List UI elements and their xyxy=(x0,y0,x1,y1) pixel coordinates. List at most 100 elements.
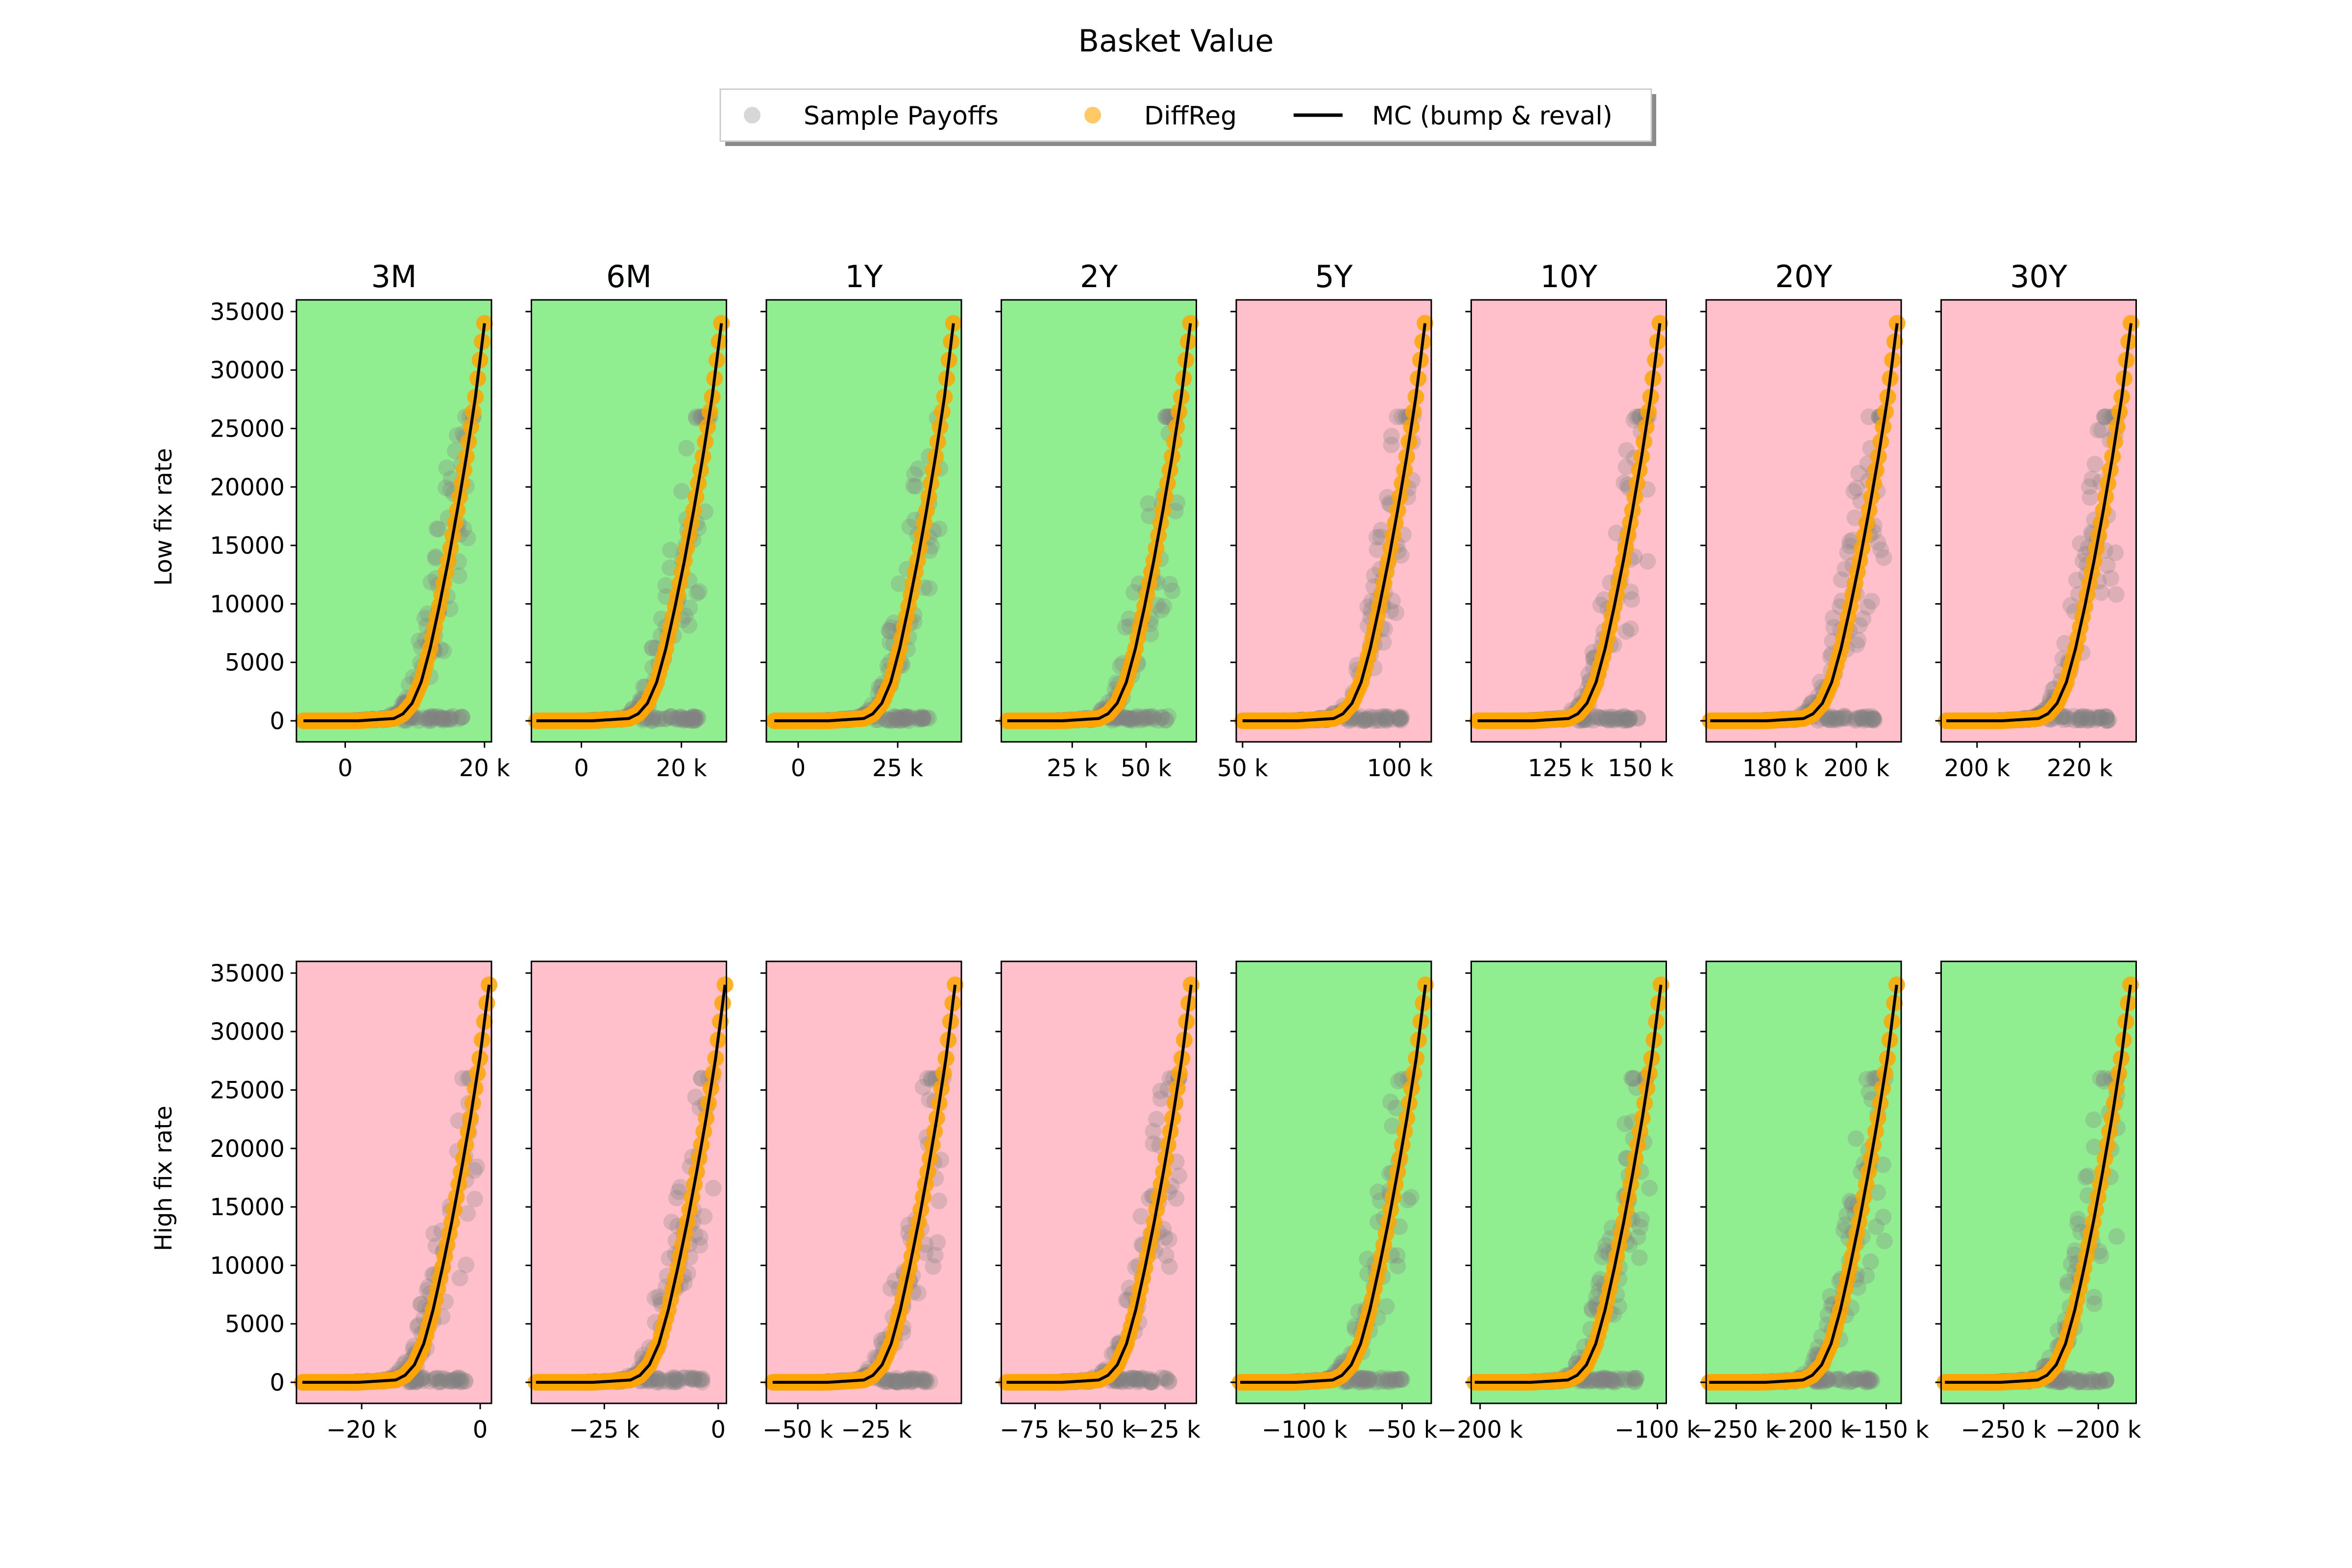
sample-payoff-point xyxy=(454,709,471,726)
legend-marker-diffreg xyxy=(1084,107,1101,123)
sample-payoff-point xyxy=(672,1178,689,1196)
sample-payoff-point xyxy=(1596,1371,1614,1388)
sample-payoff-point xyxy=(688,585,706,602)
x-tick-label: 20 k xyxy=(459,755,510,782)
sample-payoff-point xyxy=(1841,533,1859,550)
sample-payoff-point xyxy=(1617,458,1635,475)
sample-payoff-point xyxy=(880,1373,897,1390)
sample-payoff-point xyxy=(1373,708,1391,725)
sample-payoff-point xyxy=(410,712,427,729)
y-tick-label: 10000 xyxy=(210,590,285,618)
sample-payoff-point xyxy=(677,710,694,728)
figure-title: Basket Value xyxy=(1078,23,1274,59)
sample-payoff-point xyxy=(1357,1373,1374,1390)
sample-payoff-point xyxy=(663,1213,680,1230)
panel-frame xyxy=(295,299,492,743)
sample-payoff-point xyxy=(1122,710,1139,727)
sample-payoff-point xyxy=(1144,708,1161,725)
sample-payoff-point xyxy=(442,711,459,728)
x-tick-label: −250 k xyxy=(1693,1416,1779,1444)
sample-payoff-point xyxy=(459,1205,476,1222)
sample-payoff-point xyxy=(1389,1257,1406,1274)
mc-line xyxy=(1007,323,1192,722)
sample-payoff-point xyxy=(1359,1250,1376,1268)
y-tick-label: 0 xyxy=(270,1369,285,1396)
mc-line xyxy=(303,323,486,722)
sample-payoff-point xyxy=(886,1373,904,1391)
mc-line xyxy=(1477,323,1662,722)
sample-payoff-point xyxy=(1837,1216,1854,1233)
sample-payoff-point xyxy=(918,710,935,727)
sample-payoff-point xyxy=(427,709,444,726)
sample-payoff-point xyxy=(919,1070,936,1087)
sample-payoff-point xyxy=(649,1370,666,1387)
sample-payoff-point xyxy=(651,710,668,728)
sample-payoff-point xyxy=(905,477,922,494)
sample-payoff-point xyxy=(1391,710,1408,727)
sample-payoff-point xyxy=(897,710,914,727)
sample-payoff-point xyxy=(1856,1372,1873,1389)
sample-payoff-point xyxy=(466,1162,483,1179)
sample-payoff-point xyxy=(416,709,433,726)
panel-frame xyxy=(1235,299,1432,743)
sample-payoff-point xyxy=(1624,1070,1642,1087)
legend-marker-sample-payoffs xyxy=(744,107,760,123)
sample-payoff-point xyxy=(457,1373,474,1390)
sample-payoff-point xyxy=(1156,1229,1173,1246)
sample-payoff-point xyxy=(1833,1372,1850,1389)
sample-payoff-point xyxy=(2107,586,2125,603)
column-title: 6M xyxy=(606,259,652,294)
sample-payoff-point xyxy=(1393,710,1410,727)
sample-payoff-point xyxy=(2092,709,2109,726)
sample-payoff-point xyxy=(1597,1237,1615,1254)
sample-payoff-point xyxy=(1832,710,1849,727)
sample-payoff-point xyxy=(1823,708,1840,725)
sample-payoff-point xyxy=(1128,708,1146,725)
sample-payoff-point xyxy=(1627,1370,1644,1387)
x-tick-label: −50 k xyxy=(762,1416,833,1444)
sample-payoff-point xyxy=(1597,1370,1615,1387)
sample-payoff-point xyxy=(425,1225,442,1242)
sample-payoff-point xyxy=(684,712,701,729)
sample-payoff-point xyxy=(2098,709,2115,726)
sample-payoff-point xyxy=(910,460,927,477)
sample-payoff-point xyxy=(1372,528,1389,545)
panel-frame xyxy=(1705,960,1902,1404)
sample-payoff-point xyxy=(1121,711,1138,729)
sample-payoff-point xyxy=(648,1373,665,1391)
sample-payoff-point xyxy=(1375,709,1392,726)
sample-payoff-point xyxy=(2085,1138,2103,1155)
sample-payoff-point xyxy=(1368,529,1385,546)
sample-payoff-point xyxy=(1117,619,1134,636)
sample-payoff-point xyxy=(650,1370,667,1387)
sample-payoff-point xyxy=(2066,711,2083,729)
sample-payoff-point xyxy=(2069,1372,2086,1389)
sample-payoff-point xyxy=(1381,1373,1398,1391)
sample-payoff-point xyxy=(1145,1135,1162,1152)
sample-payoff-point xyxy=(686,1370,703,1387)
sample-payoff-point xyxy=(1606,1373,1623,1391)
sample-payoff-point xyxy=(1157,711,1175,729)
sample-payoff-point xyxy=(889,1373,906,1391)
sample-payoff-point xyxy=(918,1373,935,1390)
sample-payoff-point xyxy=(420,712,437,729)
sample-payoff-point xyxy=(915,710,932,727)
sample-payoff-point xyxy=(1617,623,1635,640)
sample-payoff-point xyxy=(433,709,450,726)
panel-high-fix-rate-3m: 0 5000 10000 15000 20000 25000 30000 35000 −20 k… xyxy=(210,960,498,1444)
sample-payoff-point xyxy=(897,1373,914,1391)
sample-payoff-point xyxy=(1585,711,1602,729)
sample-payoff-point xyxy=(1597,710,1615,728)
sample-payoff-point xyxy=(1848,636,1865,653)
sample-payoff-point xyxy=(2096,408,2113,425)
sample-payoff-point xyxy=(1127,710,1144,727)
sample-payoff-point xyxy=(1368,709,1385,726)
sample-payoff-point xyxy=(1827,710,1844,727)
sample-payoff-point xyxy=(2091,1373,2108,1391)
x-tick-label: 20 k xyxy=(656,755,707,782)
sample-payoff-point xyxy=(890,710,907,727)
sample-payoff-point xyxy=(913,710,931,728)
x-tick-label: −100 k xyxy=(1262,1416,1348,1444)
sample-payoff-point xyxy=(696,1208,713,1225)
sample-payoff-point xyxy=(2092,710,2109,727)
